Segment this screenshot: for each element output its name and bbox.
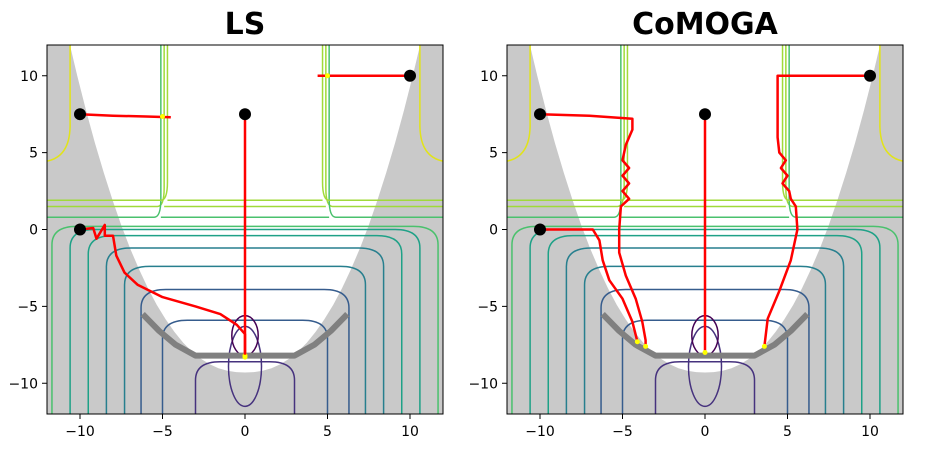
x-tick-label: −5 — [152, 424, 173, 440]
contour-line — [419, 45, 443, 162]
trajectory — [540, 228, 639, 343]
contour-line — [654, 360, 756, 414]
start-point — [239, 108, 251, 121]
y-tick-label: −10 — [468, 376, 498, 392]
trajectory-end — [634, 339, 640, 345]
contour-line — [47, 45, 169, 202]
contour-line — [507, 45, 531, 162]
trajectory — [79, 223, 247, 356]
trajectory-end — [242, 354, 248, 360]
trajectory — [539, 112, 647, 347]
y-tick-label: −10 — [8, 376, 38, 392]
x-tick-label: 5 — [323, 424, 332, 440]
x-tick-label: −10 — [65, 424, 95, 440]
contour-line — [328, 45, 443, 218]
trajectory-end — [761, 343, 767, 349]
trajectory-end — [702, 350, 708, 355]
y-tick-label: 5 — [489, 146, 498, 162]
contour-line — [325, 45, 443, 208]
trajectory-end — [643, 343, 649, 349]
trajectory-end — [160, 113, 165, 119]
x-tick-label: 5 — [783, 424, 792, 440]
chart-title: LS — [225, 7, 266, 42]
panel-ls: LS −10 −5 0 5 10 10 5 0 −5 −10 — [8, 7, 444, 440]
start-point — [74, 223, 86, 236]
chart-title: CoMOGA — [632, 7, 779, 42]
trajectory-end — [325, 73, 330, 79]
y-tick-label: 0 — [29, 223, 38, 239]
start-point — [74, 108, 86, 121]
y-tick-label: 5 — [29, 146, 38, 162]
x-tick-label: 0 — [241, 424, 250, 440]
pareto-front — [600, 312, 810, 359]
x-tick-label: −5 — [612, 424, 633, 440]
contour-line — [321, 45, 443, 202]
plot-area — [507, 45, 903, 414]
contour-line — [47, 45, 165, 208]
x-tick-label: −10 — [525, 424, 555, 440]
y-tick-label: 10 — [480, 69, 498, 85]
contour-line — [879, 45, 903, 162]
panel-comoga: CoMOGA −10 −5 0 5 10 10 5 0 −5 −10 — [468, 7, 904, 440]
contour-line — [47, 45, 71, 162]
x-tick-label: 0 — [701, 424, 710, 440]
contour-line — [194, 360, 296, 414]
contour-line — [47, 45, 162, 218]
y-tick-label: 10 — [20, 69, 38, 85]
y-tick-label: 0 — [489, 223, 498, 239]
start-point — [534, 108, 546, 121]
start-point — [699, 108, 711, 121]
trajectory — [79, 112, 171, 119]
y-tick-label: −5 — [17, 299, 38, 315]
x-tick-label: 10 — [861, 424, 879, 440]
start-point — [864, 69, 876, 82]
plot-area — [47, 45, 443, 414]
start-point — [404, 69, 416, 82]
y-tick-label: −5 — [477, 299, 498, 315]
trajectory — [763, 74, 870, 347]
x-tick-label: 10 — [401, 424, 419, 440]
start-point — [534, 223, 546, 236]
